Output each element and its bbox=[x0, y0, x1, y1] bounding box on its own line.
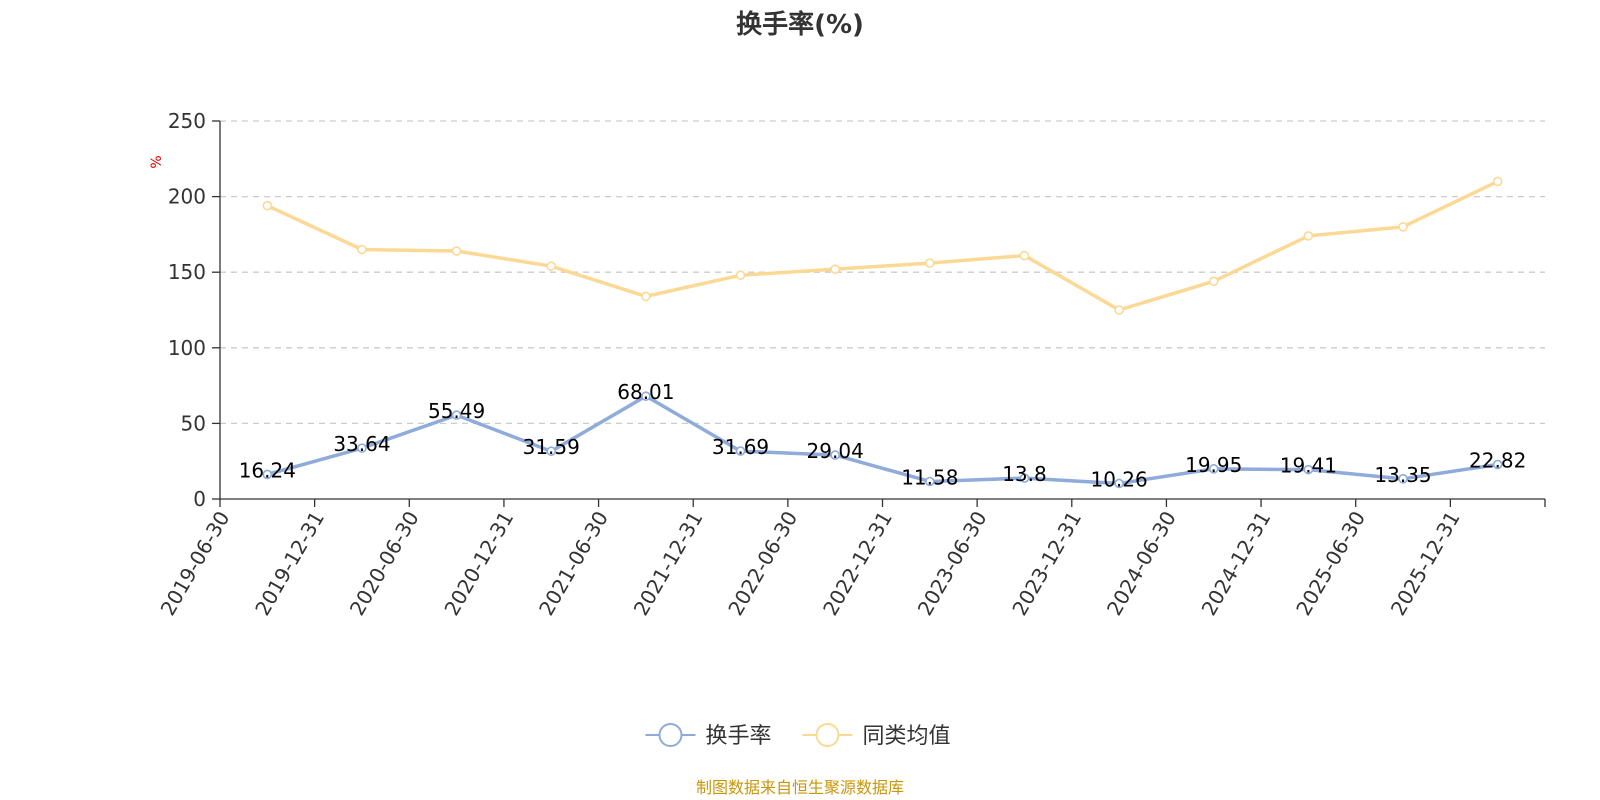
x-tick-label: 2020-06-30 bbox=[345, 507, 424, 620]
data-point[interactable] bbox=[1114, 305, 1124, 315]
data-point[interactable] bbox=[1303, 231, 1314, 241]
y-tick-label: 50 bbox=[181, 411, 206, 435]
data-point[interactable] bbox=[1398, 474, 1408, 484]
chart-title: 换手率(%) bbox=[736, 9, 864, 40]
series-line bbox=[266, 394, 1498, 486]
y-tick-label: 200 bbox=[168, 185, 206, 209]
data-label: 16.24 bbox=[239, 458, 296, 482]
data-point[interactable] bbox=[925, 476, 935, 487]
data-point[interactable] bbox=[830, 450, 840, 460]
x-tick-label: 2025-06-30 bbox=[1291, 507, 1370, 620]
grid-lines bbox=[220, 120, 1545, 425]
legend-item[interactable]: 同类均值 bbox=[802, 723, 951, 749]
x-tick-label: 2020-12-31 bbox=[439, 507, 518, 620]
data-point[interactable] bbox=[735, 446, 746, 456]
data-point[interactable] bbox=[262, 200, 273, 211]
data-label: 31.69 bbox=[712, 435, 769, 459]
data-point[interactable] bbox=[830, 264, 840, 274]
data-label: 11.58 bbox=[901, 465, 958, 489]
x-tick-label: 2024-12-31 bbox=[1197, 507, 1276, 620]
data-point[interactable] bbox=[1303, 464, 1314, 475]
data-point[interactable] bbox=[1208, 276, 1219, 287]
x-tick-label: 2021-06-30 bbox=[534, 507, 613, 620]
y-axis-unit: % bbox=[149, 155, 165, 168]
data-label: 19.95 bbox=[1185, 453, 1242, 477]
data-label: 10.26 bbox=[1090, 467, 1147, 491]
data-label: 19.41 bbox=[1280, 454, 1337, 478]
data-point[interactable] bbox=[262, 469, 273, 480]
x-tick-label: 2022-12-31 bbox=[818, 507, 897, 620]
legend[interactable]: 换手率 同类均值 bbox=[645, 723, 951, 749]
y-tick-label: 150 bbox=[168, 260, 206, 284]
x-tick-label: 2024-06-30 bbox=[1102, 507, 1181, 620]
x-tick-label: 2023-12-31 bbox=[1007, 507, 1086, 620]
data-point[interactable] bbox=[1398, 222, 1408, 232]
x-tick-label: 2021-12-31 bbox=[629, 507, 708, 620]
data-point[interactable] bbox=[546, 446, 557, 457]
data-point[interactable] bbox=[546, 261, 557, 271]
data-point[interactable] bbox=[1208, 464, 1219, 474]
data-label: 31.59 bbox=[523, 435, 580, 459]
legend-label: 换手率 bbox=[706, 724, 772, 749]
y-tick-label: 0 bbox=[193, 487, 206, 511]
data-labels: 16.24 33.64 55.49 31.59 68.01 31.69 29.04 11.58… bbox=[239, 380, 1527, 491]
data-point[interactable] bbox=[451, 410, 462, 420]
data-label: 55.49 bbox=[428, 399, 485, 423]
series-line bbox=[266, 179, 1499, 312]
legend-label: 同类均值 bbox=[863, 724, 951, 749]
data-point[interactable] bbox=[1492, 176, 1503, 187]
data-label: 68.01 bbox=[617, 380, 674, 404]
data-point[interactable] bbox=[357, 244, 367, 255]
data-label: 29.04 bbox=[807, 439, 864, 463]
source-note: 制图数据来自恒生聚源数据库 bbox=[696, 778, 904, 797]
x-tick-label: 2025-12-31 bbox=[1386, 507, 1465, 620]
x-tick-label: 2022-06-30 bbox=[723, 507, 802, 620]
data-point[interactable] bbox=[735, 270, 746, 281]
data-point[interactable] bbox=[451, 246, 462, 256]
data-point[interactable] bbox=[641, 391, 651, 401]
data-point[interactable] bbox=[925, 258, 935, 268]
data-point[interactable] bbox=[1114, 478, 1124, 489]
data-point[interactable] bbox=[1492, 459, 1503, 470]
data-point[interactable] bbox=[641, 291, 651, 302]
data-point[interactable] bbox=[1019, 473, 1030, 483]
y-tick-label: 100 bbox=[168, 336, 206, 360]
data-label: 13.35 bbox=[1374, 463, 1431, 487]
legend-marker-icon bbox=[815, 723, 840, 747]
x-tick-label: 2019-12-31 bbox=[250, 507, 329, 620]
data-label: 22.82 bbox=[1469, 448, 1526, 472]
data-point[interactable] bbox=[357, 443, 367, 453]
series-lines bbox=[262, 176, 1503, 489]
x-tick-label: 2019-06-30 bbox=[155, 507, 234, 620]
data-point[interactable] bbox=[1019, 250, 1030, 261]
x-tick-label: 2023-06-30 bbox=[913, 507, 992, 620]
data-label: 13.8 bbox=[1002, 462, 1047, 486]
legend-marker-icon bbox=[658, 723, 683, 747]
legend-item[interactable]: 换手率 bbox=[645, 723, 772, 749]
data-label: 33.64 bbox=[333, 432, 390, 456]
y-tick-label: 250 bbox=[168, 109, 206, 133]
